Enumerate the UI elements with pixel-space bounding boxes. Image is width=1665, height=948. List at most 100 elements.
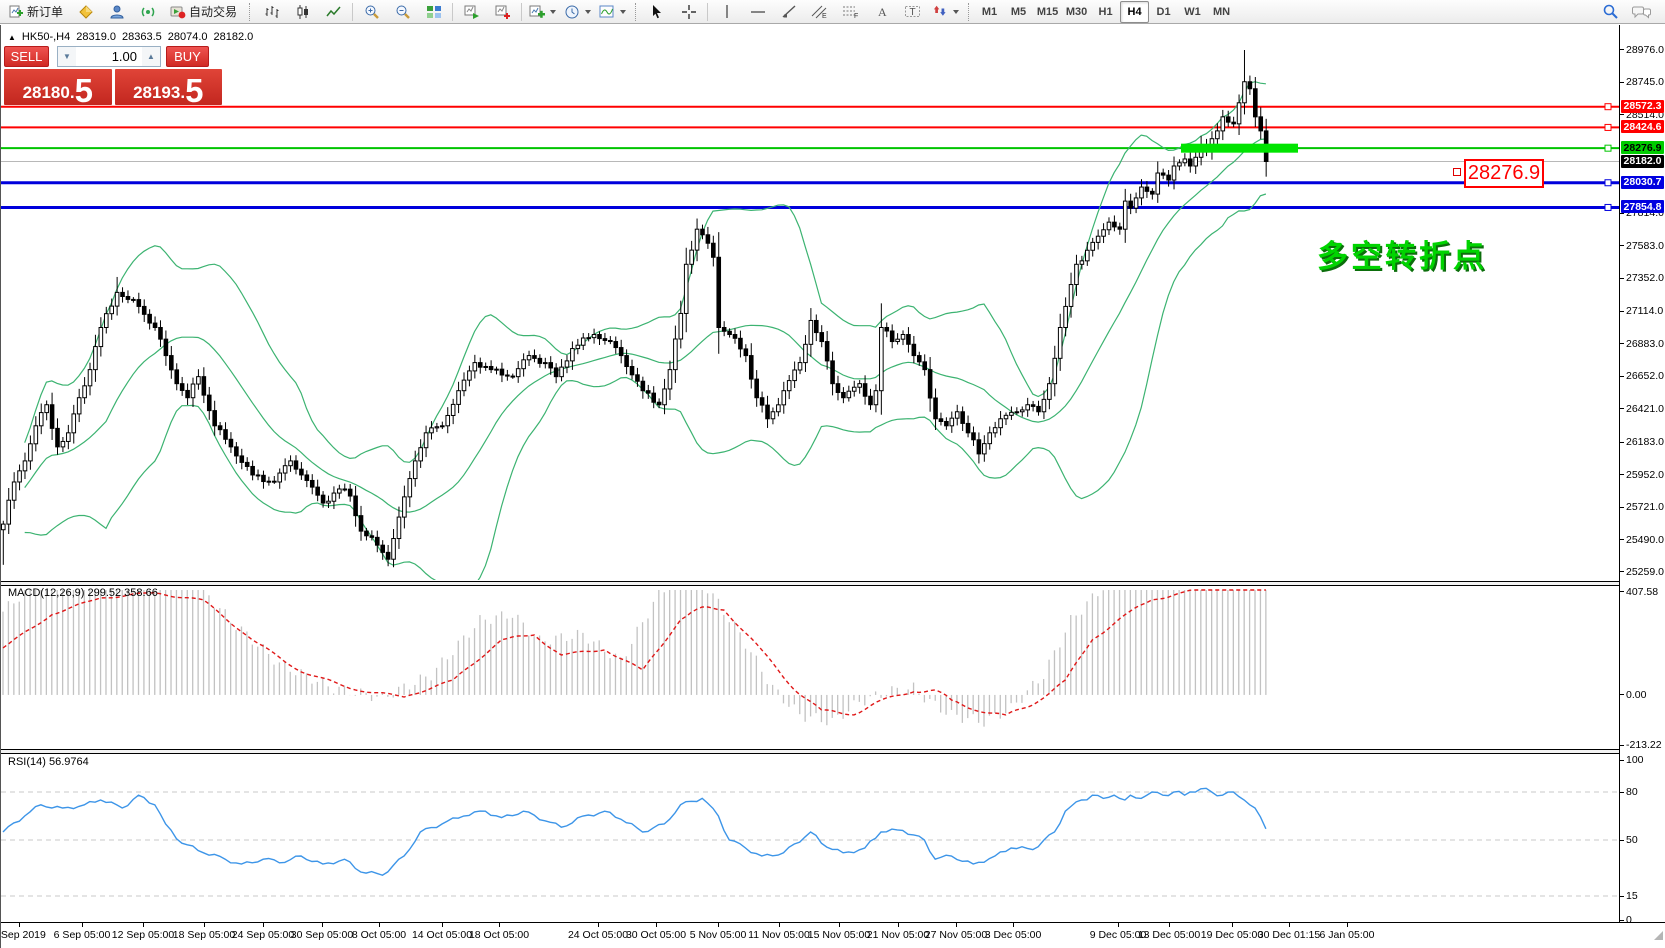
ohlc-low: 28074.0 [167, 31, 208, 43]
buy-price-int: 28193 [133, 83, 181, 102]
date-axis-tick [779, 923, 780, 927]
timeframe-button-M1[interactable]: M1 [981, 5, 998, 18]
price-line-label: 28182.0 [1621, 154, 1664, 168]
price-axis[interactable]: 28976.0 28745.0 28514.0 27814.0 27583.0 27352… [1620, 25, 1665, 926]
timeframe-button-M15[interactable]: M15 [1036, 5, 1059, 18]
trendline-tool-button[interactable] [773, 0, 804, 23]
price-line-label: 28572.3 [1621, 99, 1664, 113]
cursor-tool-button[interactable] [642, 0, 673, 23]
new-order-button[interactable]: 新订单 [2, 0, 70, 23]
profile-icon [110, 5, 124, 18]
macd-label: MACD(12,26,9) 299.52 358.66 [8, 587, 158, 599]
date-axis-label: 30 Dec 01:15 [1257, 929, 1321, 941]
pane-separator[interactable] [1, 581, 1665, 586]
text-icon: A [878, 5, 887, 19]
new-chart-button[interactable] [525, 0, 560, 23]
arrange-charts-button[interactable] [456, 0, 487, 23]
zoom-out-button[interactable] [387, 0, 418, 23]
channel-tool-button[interactable]: E [804, 0, 835, 23]
line-chart-button[interactable] [318, 0, 349, 23]
macd-pane-canvas[interactable] [1, 585, 1619, 748]
buy-price-sep: . [180, 83, 186, 102]
zoom-out-icon [396, 5, 410, 19]
callout-anchor-icon[interactable] [1453, 168, 1461, 176]
svg-text:F: F [854, 13, 858, 19]
market-watch-button[interactable] [70, 0, 101, 23]
price-axis-tick: 26183.0 [1620, 436, 1664, 448]
signals-button[interactable] [132, 0, 163, 23]
tile-charts-button[interactable] [487, 0, 518, 23]
text-label-tool-button[interactable]: T [897, 0, 928, 23]
date-axis-tick [1013, 923, 1014, 927]
tile-windows-icon [426, 5, 441, 18]
crosshair-tool-button[interactable] [673, 0, 704, 23]
arrows-tool-button[interactable] [928, 0, 963, 23]
pane-separator[interactable] [1, 749, 1665, 754]
timeframe-button-D1[interactable]: D1 [1156, 5, 1171, 18]
price-axis-tick: 27583.0 [1620, 240, 1664, 252]
price-line-label: 28424.6 [1621, 120, 1664, 134]
profiles-button[interactable] [560, 0, 595, 23]
timeframe-button-M30[interactable]: M30 [1065, 5, 1088, 18]
clock-icon [565, 5, 579, 18]
date-axis-label: 6 Sep 05:00 [53, 929, 111, 941]
note-text[interactable]: 多空转折点 [1317, 239, 1487, 274]
rsi-pane-canvas[interactable] [1, 753, 1619, 921]
date-axis-tick [598, 923, 599, 927]
date-axis-label: 18 Oct 05:00 [468, 929, 530, 941]
main-chart-canvas[interactable] [1, 25, 1619, 580]
date-axis-tick [499, 923, 500, 927]
profile-button[interactable] [101, 0, 132, 23]
zoom-in-icon [365, 5, 379, 19]
date-axis-label: 13 Dec 05:00 [1137, 929, 1201, 941]
date-axis-label: 14 Oct 05:00 [411, 929, 473, 941]
date-axis-label: 27 Nov 05:00 [924, 929, 988, 941]
candlestick-button[interactable] [287, 0, 318, 23]
chevron-down-icon [550, 9, 557, 14]
sell-button[interactable]: SELL [4, 46, 49, 67]
buy-button[interactable]: BUY [166, 46, 209, 67]
autotrading-button[interactable]: 自动交易 [163, 0, 244, 23]
volume-decrease-button[interactable]: ▼ [58, 47, 76, 66]
equidistant-channel-icon: E [811, 5, 827, 19]
bar-chart-button[interactable] [256, 0, 287, 23]
resize-handle-icon[interactable] [1654, 931, 1663, 940]
timeframe-button-H1[interactable]: H1 [1098, 5, 1113, 18]
date-axis-label: 8 Oct 05:00 [351, 929, 407, 941]
chat-button[interactable] [1626, 0, 1657, 23]
gold-icon [78, 4, 93, 19]
date-axis-label: 15 Nov 05:00 [807, 929, 871, 941]
rsi-label: RSI(14) 56.9764 [8, 756, 89, 768]
tile-windows-button[interactable] [418, 0, 449, 23]
vertical-line-tool-button[interactable] [711, 0, 742, 23]
price-axis-tick: 25721.0 [1620, 501, 1664, 513]
date-axis-label: 18 Sep 05:00 [172, 929, 236, 941]
indicators-button[interactable] [595, 0, 630, 23]
price-axis-tick: 26883.0 [1620, 338, 1664, 350]
volume-value[interactable]: 1.00 [111, 49, 137, 64]
volume-increase-button[interactable]: ▲ [142, 47, 160, 66]
fibonacci-icon: F [843, 6, 858, 19]
date-axis-label: 30 Oct 05:00 [625, 929, 687, 941]
text-tool-button[interactable]: A [866, 0, 897, 23]
horizontal-line-tool-button[interactable] [742, 0, 773, 23]
zoom-in-button[interactable] [356, 0, 387, 23]
sell-price-box[interactable]: 28180. 5 [4, 69, 112, 107]
main-toolbar: 新订单 自动交易 [0, 0, 1665, 24]
search-button[interactable] [1595, 0, 1626, 23]
svg-text:T: T [910, 7, 916, 18]
sell-price-sep: . [69, 83, 75, 102]
timeframe-button-M5[interactable]: M5 [1010, 5, 1027, 18]
price-axis-tick: 27352.0 [1620, 272, 1664, 284]
timeframe-button-H4[interactable]: H4 [1120, 0, 1150, 23]
buy-price-box[interactable]: 28193. 5 [114, 69, 222, 107]
price-callout-label[interactable]: 28276.9 [1464, 159, 1544, 188]
symbol-period-label: HK50-,H4 [21, 31, 71, 43]
search-icon [1603, 4, 1618, 19]
fibonacci-tool-button[interactable]: F [835, 0, 866, 23]
price-axis-tick: 0.00 [1620, 689, 1646, 701]
timeframe-button-W1[interactable]: W1 [1184, 5, 1201, 18]
timeframe-button-MN[interactable]: MN [1212, 5, 1231, 18]
collapse-arrow-icon[interactable]: ▲ [8, 32, 16, 42]
